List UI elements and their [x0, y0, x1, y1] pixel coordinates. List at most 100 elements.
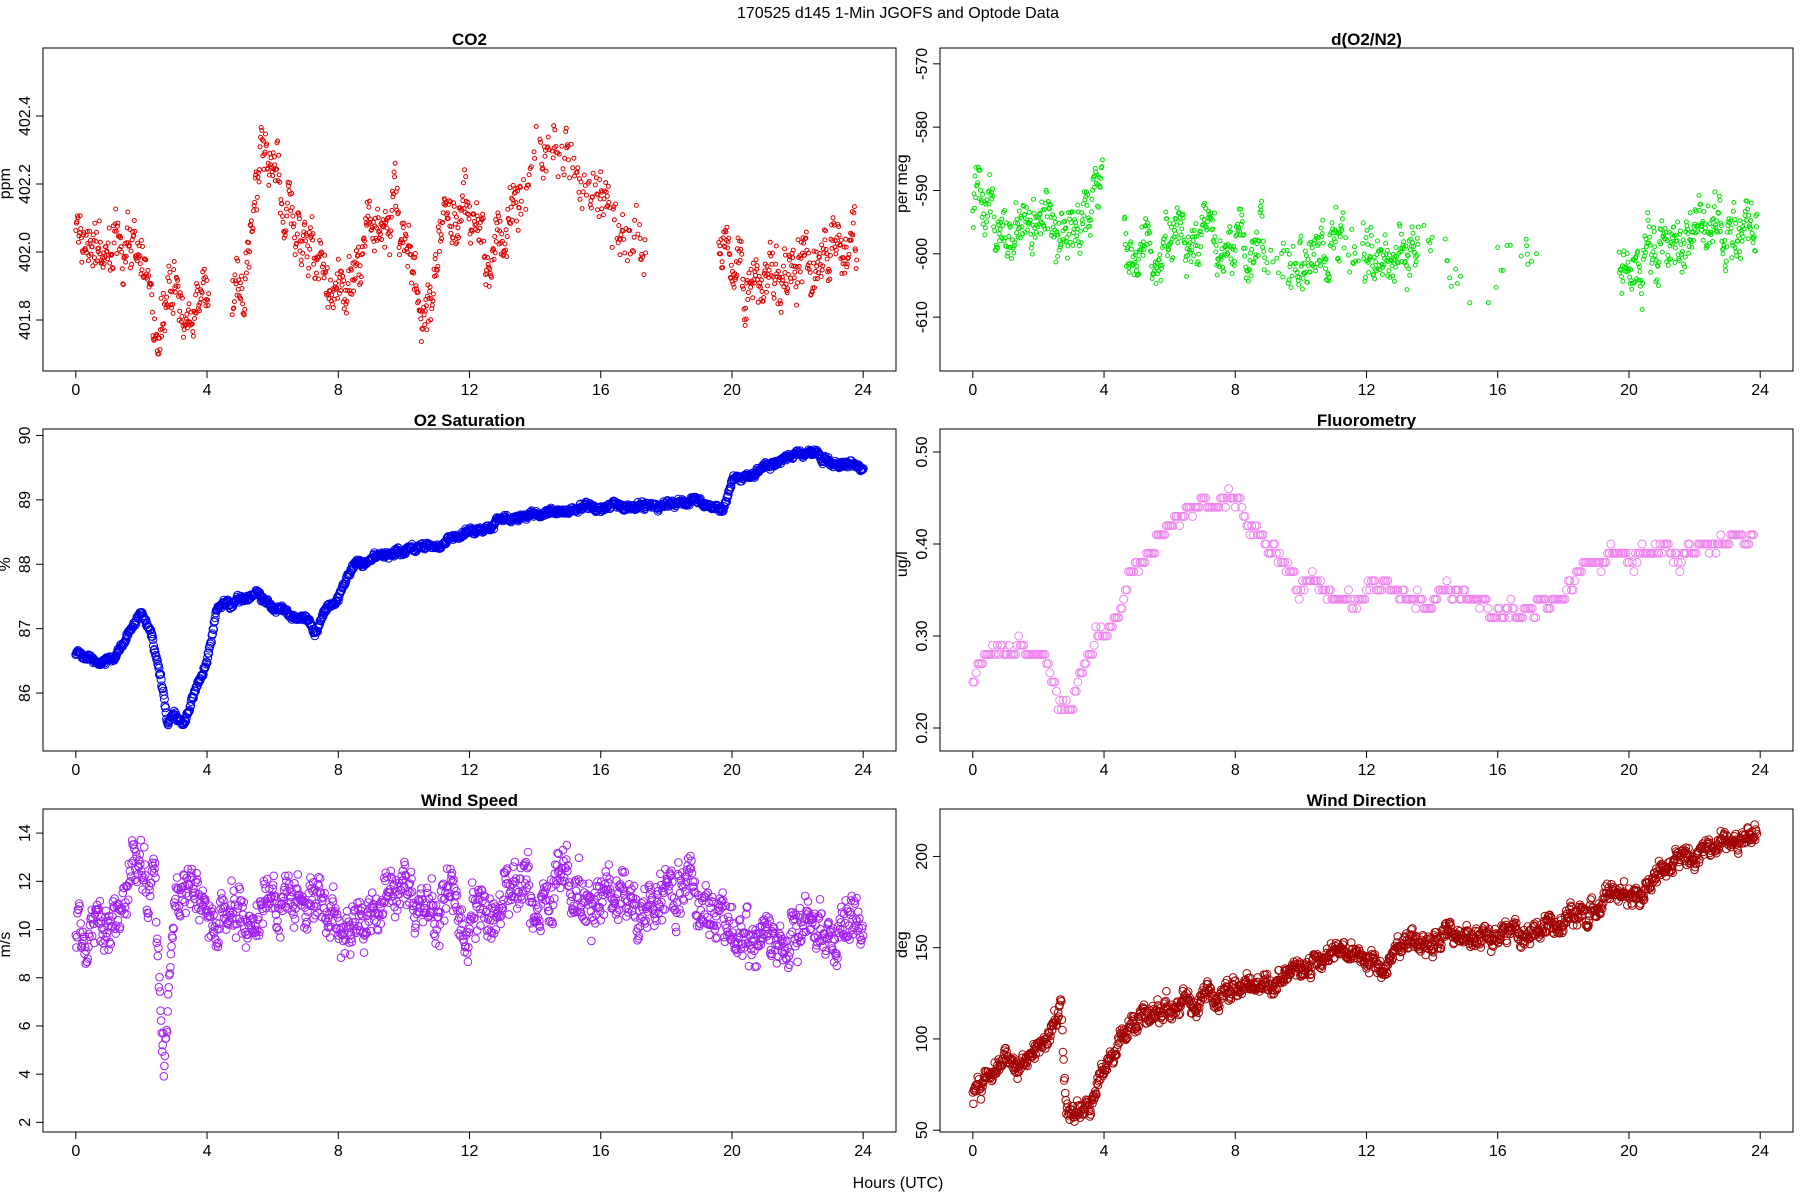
data-point — [166, 949, 176, 959]
data-point — [391, 169, 397, 175]
data-point — [149, 292, 155, 298]
data-point — [263, 131, 268, 137]
data-point — [1732, 245, 1738, 250]
data-point — [1321, 585, 1330, 595]
data-point — [85, 240, 91, 246]
data-point — [1724, 229, 1730, 235]
data-point — [798, 255, 804, 261]
data-point — [1232, 248, 1238, 253]
data-point — [1417, 594, 1427, 604]
data-point — [1534, 251, 1540, 257]
data-point — [1432, 594, 1442, 604]
data-point — [427, 284, 433, 290]
data-point — [1188, 511, 1198, 521]
data-point — [1682, 254, 1688, 260]
data-point — [1360, 220, 1366, 226]
data-point — [76, 239, 81, 245]
data-point — [151, 917, 161, 927]
data-point — [375, 215, 381, 221]
data-point — [983, 201, 989, 207]
data-point — [1686, 250, 1692, 256]
data-point — [1723, 258, 1729, 264]
data-point — [1642, 233, 1648, 239]
data-point — [169, 289, 175, 295]
data-point — [625, 258, 630, 264]
data-point — [305, 243, 311, 249]
data-point — [1024, 217, 1030, 223]
data-point — [1383, 576, 1393, 586]
data-point — [1393, 244, 1399, 250]
data-point — [1716, 193, 1722, 199]
data-point — [1078, 668, 1088, 678]
data-point — [289, 923, 299, 932]
data-point — [1315, 235, 1321, 240]
data-point — [846, 251, 852, 257]
x-tick-label: 8 — [334, 762, 343, 779]
data-point — [570, 165, 576, 171]
data-point — [1672, 260, 1678, 265]
data-point — [186, 301, 192, 307]
data-point — [1014, 631, 1024, 641]
data-point — [1656, 283, 1661, 289]
data-point — [977, 167, 983, 173]
data-point — [1716, 210, 1722, 216]
data-point — [177, 308, 183, 314]
data-point — [1657, 226, 1663, 232]
data-point — [1173, 231, 1179, 237]
data-point — [118, 244, 124, 250]
data-point — [113, 206, 119, 212]
data-point — [726, 235, 732, 241]
data-point — [980, 191, 986, 197]
data-point — [179, 718, 189, 728]
data-point — [403, 233, 409, 239]
data-point — [1248, 273, 1254, 279]
data-point — [831, 220, 837, 226]
data-point — [310, 237, 316, 243]
data-point — [155, 987, 165, 996]
data-point — [754, 263, 760, 269]
data-point — [990, 186, 995, 192]
data-point — [1260, 244, 1266, 250]
data-point — [1145, 223, 1151, 229]
data-point — [480, 215, 486, 221]
data-point — [78, 226, 84, 232]
data-point — [1021, 203, 1027, 209]
y-axis-label: % — [0, 557, 14, 571]
x-tick-label: 4 — [203, 1143, 212, 1160]
data-point — [201, 266, 207, 272]
data-point — [1065, 243, 1071, 249]
data-point — [1616, 249, 1622, 255]
y-tick-label: 0.40 — [914, 528, 931, 559]
data-point — [1493, 603, 1503, 613]
data-point — [123, 253, 129, 259]
data-point — [1156, 257, 1162, 263]
data-point — [92, 220, 98, 226]
data-point — [1114, 613, 1124, 623]
data-point — [819, 267, 825, 273]
data-point — [496, 919, 506, 929]
data-point — [304, 254, 310, 260]
data-point — [1093, 169, 1099, 175]
data-point — [474, 200, 480, 206]
data-point — [746, 270, 752, 276]
data-point — [1386, 268, 1392, 274]
data-point — [422, 308, 428, 314]
data-point — [1371, 271, 1377, 277]
data-point — [601, 196, 607, 202]
data-point — [1198, 232, 1204, 238]
data-point — [227, 876, 236, 886]
data-point — [1694, 229, 1700, 235]
data-point — [166, 263, 172, 269]
data-point — [581, 172, 587, 178]
data-point — [576, 189, 582, 195]
data-point — [1383, 240, 1389, 246]
data-point — [1325, 272, 1331, 277]
data-point — [1747, 226, 1753, 231]
data-point — [1302, 271, 1308, 276]
data-point — [1014, 216, 1020, 222]
data-point — [283, 228, 289, 234]
data-point — [1570, 576, 1580, 586]
data-point — [184, 325, 190, 331]
x-tick-label: 4 — [1100, 762, 1109, 779]
